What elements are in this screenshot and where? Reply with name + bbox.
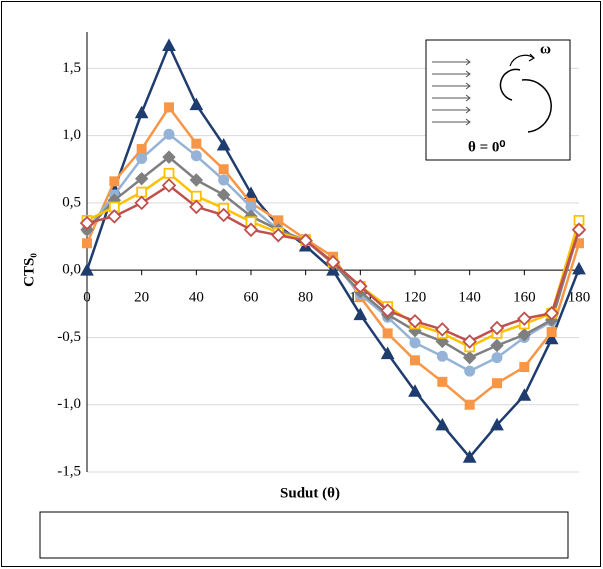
- data-point: [519, 362, 530, 373]
- data-point: [189, 97, 204, 111]
- y-tick-label: 1,0: [62, 127, 81, 143]
- x-tick-label: 0: [83, 290, 91, 306]
- x-tick-label: 160: [513, 290, 536, 306]
- data-point: [162, 150, 176, 164]
- legend-box: [39, 511, 569, 559]
- y-tick-label: -0,5: [57, 329, 81, 345]
- y-tick-label: -1,5: [57, 463, 81, 479]
- data-point: [325, 254, 341, 270]
- x-tick-label: 140: [458, 290, 481, 306]
- y-tick-label: 0,0: [62, 262, 81, 278]
- data-point: [464, 399, 475, 410]
- data-point: [571, 222, 587, 238]
- data-point: [435, 322, 450, 337]
- data-point: [218, 174, 230, 186]
- y-tick-label: 1,5: [62, 60, 81, 76]
- data-point: [136, 144, 147, 155]
- data-point: [435, 417, 450, 431]
- data-point: [162, 38, 176, 51]
- data-point: [216, 188, 231, 202]
- data-point: [190, 150, 202, 162]
- data-point: [490, 417, 504, 431]
- data-point: [353, 307, 368, 321]
- y-axis-label: CTS₀: [21, 253, 37, 287]
- data-point: [134, 171, 149, 186]
- data-point: [462, 350, 477, 365]
- data-point: [107, 209, 122, 224]
- x-tick-label: 60: [244, 290, 259, 306]
- data-point: [163, 167, 175, 179]
- inset: ω θ = 0⁰: [425, 39, 571, 161]
- data-point: [163, 128, 175, 140]
- data-point: [572, 261, 586, 275]
- x-tick-label: 80: [298, 290, 313, 306]
- data-point: [517, 388, 532, 401]
- data-point: [517, 311, 532, 326]
- data-point: [544, 305, 559, 321]
- data-point: [382, 328, 393, 339]
- x-tick-label: 180: [568, 290, 591, 306]
- data-point: [298, 233, 313, 248]
- data-point: [462, 450, 477, 463]
- flow-arrows: [432, 58, 471, 126]
- data-point: [380, 303, 395, 318]
- data-point: [380, 346, 395, 360]
- x-tick-label: 20: [134, 290, 149, 306]
- data-point: [546, 327, 557, 338]
- data-point: [216, 137, 231, 151]
- x-tick-label: 120: [404, 290, 427, 306]
- data-point: [409, 337, 421, 349]
- theta-label: θ = 0⁰: [468, 139, 505, 155]
- data-point: [164, 102, 174, 113]
- data-point: [109, 176, 120, 187]
- data-point: [410, 355, 420, 366]
- data-point: [189, 199, 204, 215]
- data-point: [408, 384, 422, 397]
- inset-box: [425, 39, 571, 161]
- data-point: [436, 350, 448, 362]
- y-tick-label: -1,0: [57, 396, 81, 412]
- data-point: [462, 334, 477, 349]
- data-point: [353, 279, 368, 294]
- x-axis-label: Sudut (θ): [280, 485, 340, 501]
- data-point: [437, 376, 448, 387]
- data-point: [136, 186, 148, 198]
- y-tick-label: 0,5: [62, 194, 81, 210]
- data-point: [134, 105, 149, 119]
- data-point: [218, 164, 229, 175]
- data-point: [190, 190, 202, 202]
- data-point: [271, 227, 286, 243]
- data-point: [189, 173, 204, 187]
- data-point: [490, 338, 504, 353]
- data-point: [464, 365, 476, 377]
- data-point: [491, 352, 503, 364]
- data-point: [492, 378, 502, 389]
- rotor-blade: [499, 68, 521, 101]
- data-point: [243, 222, 259, 238]
- data-point: [80, 263, 94, 276]
- rotor-blade: [521, 79, 552, 133]
- data-point: [134, 195, 149, 211]
- data-point: [79, 215, 95, 231]
- data-point: [517, 328, 532, 342]
- x-tick-label: 40: [189, 290, 204, 306]
- data-point: [216, 207, 231, 223]
- data-point: [82, 238, 92, 249]
- omega-label: ω: [540, 41, 551, 57]
- data-point: [191, 138, 202, 149]
- data-point: [489, 320, 505, 336]
- data-point: [161, 178, 177, 193]
- data-point: [544, 331, 559, 345]
- rotation-arrow: [509, 53, 535, 67]
- data-point: [407, 314, 423, 329]
- data-point: [136, 152, 148, 164]
